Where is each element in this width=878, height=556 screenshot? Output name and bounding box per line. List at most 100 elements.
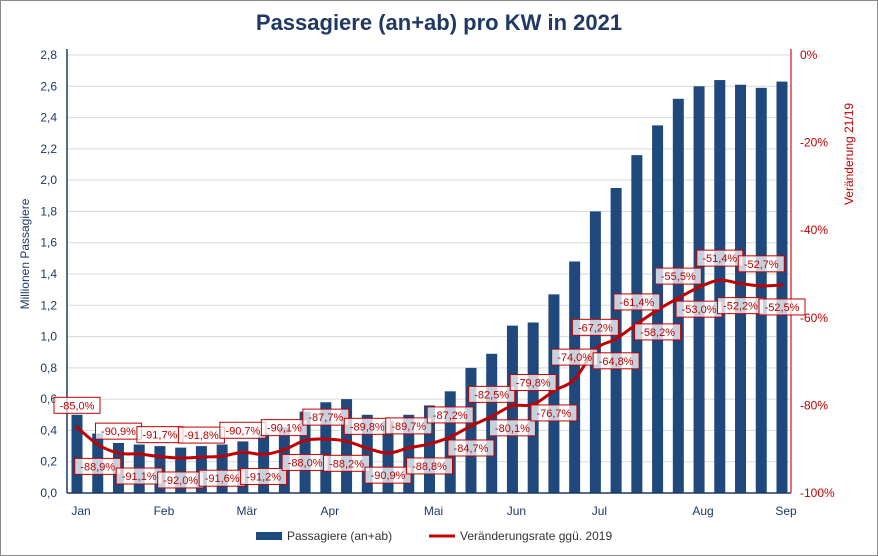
y2-tick-label: -60% [800,311,828,325]
bar [361,414,373,493]
bar [320,402,332,493]
bar [506,325,518,493]
data-label: -91,1% [122,471,157,483]
x-tick-label: Mär [237,504,258,518]
data-label: -82,5% [474,389,509,401]
x-tick-label: Jun [507,504,526,518]
data-label: -52,2% [723,301,758,313]
bar [299,411,311,493]
y2-tick-label: 0% [800,48,818,62]
data-label: -87,2% [433,410,468,422]
data-label: -53,0% [682,304,717,316]
y-tick-label: 0,6 [40,392,57,406]
data-label: -91,8% [184,430,219,442]
y-tick-label: 2,6 [40,79,57,93]
y-tick-label: 1,0 [40,330,57,344]
data-label: -90,9% [371,470,406,482]
data-label: -88,8% [412,461,447,473]
bar [216,444,228,493]
x-tick-label: Aug [692,504,713,518]
data-label-box [323,454,371,472]
bar [672,98,684,494]
data-label-box [447,439,495,457]
data-label-box [634,323,682,341]
y-tick-label: 2,0 [40,173,57,187]
data-label: -89,7% [391,421,426,433]
bar [424,405,435,493]
y-tick-label: 0,0 [40,486,57,500]
data-label-box [592,352,640,370]
data-label-box [385,417,433,435]
legend-bar-swatch [256,532,282,540]
bar [714,80,726,494]
bar [735,84,747,493]
data-label-box [74,457,122,475]
y2-tick-label: -100% [800,486,835,500]
data-label: -58,2% [640,327,675,339]
bar [403,414,415,493]
y2-tick-label: -20% [800,136,828,150]
bar [776,81,788,493]
data-label-box [737,255,785,273]
y-tick-label: 2,8 [40,48,57,62]
legend-line-label: Veränderungsrate ggü. 2019 [460,529,612,543]
y-tick-label: 2,4 [40,111,57,125]
y2-tick-label: -80% [800,398,828,412]
data-label-box [240,467,288,485]
data-label: -79,8% [516,378,551,390]
data-label: -55,5% [661,271,696,283]
data-label: -91,7% [143,430,178,442]
data-label: -67,2% [578,322,613,334]
data-label: -76,7% [536,408,571,420]
x-tick-label: Jul [592,504,607,518]
data-label: -52,7% [744,259,779,271]
data-label: -74,0% [557,352,592,364]
data-label-box [468,385,516,403]
legend-bar-label: Passagiere (an+ab) [287,529,392,543]
data-label-box [53,396,101,414]
y-tick-label: 1,8 [40,204,57,218]
bar [237,441,249,493]
x-tick-label: Sep [775,504,797,518]
data-label: -87,7% [308,412,343,424]
data-label: -88,9% [80,461,115,473]
data-label: -51,4% [702,253,737,265]
data-label: -61,4% [619,297,654,309]
y-tick-label: 1,4 [40,267,57,281]
data-label-box [302,408,350,426]
data-label: -85,0% [60,400,95,412]
data-label-box [406,457,453,475]
y-tick-label: 1,2 [40,298,57,312]
data-label: -88,0% [288,457,323,469]
bar [341,399,353,493]
bar [693,86,705,494]
y2-tick-label: -40% [800,223,828,237]
y-tick-label: 0,2 [40,455,57,469]
data-label: -92,0% [163,475,198,487]
data-label: -90,9% [101,426,136,438]
data-label-box [260,419,308,437]
data-label: -80,1% [495,423,530,435]
data-label-box [530,404,578,422]
bar [382,421,394,493]
data-label-box [654,267,702,285]
data-label: -90,7% [225,425,260,437]
data-label: -90,1% [267,423,302,435]
data-label: -64,8% [599,356,634,368]
bar [465,367,477,493]
y-tick-label: 2,2 [40,142,57,156]
data-label-box [613,293,661,311]
bar [71,414,83,493]
bar [755,87,767,493]
y2-axis-title: Veränderung 21/19 [842,103,856,205]
data-label: -89,8% [350,421,385,433]
data-label-box [571,318,619,336]
data-label: -52,5% [765,302,800,314]
x-tick-label: Jan [71,504,90,518]
bar [548,294,560,493]
bar [175,447,187,493]
change-rate-line [75,278,784,460]
y-tick-label: 0,4 [40,423,57,437]
